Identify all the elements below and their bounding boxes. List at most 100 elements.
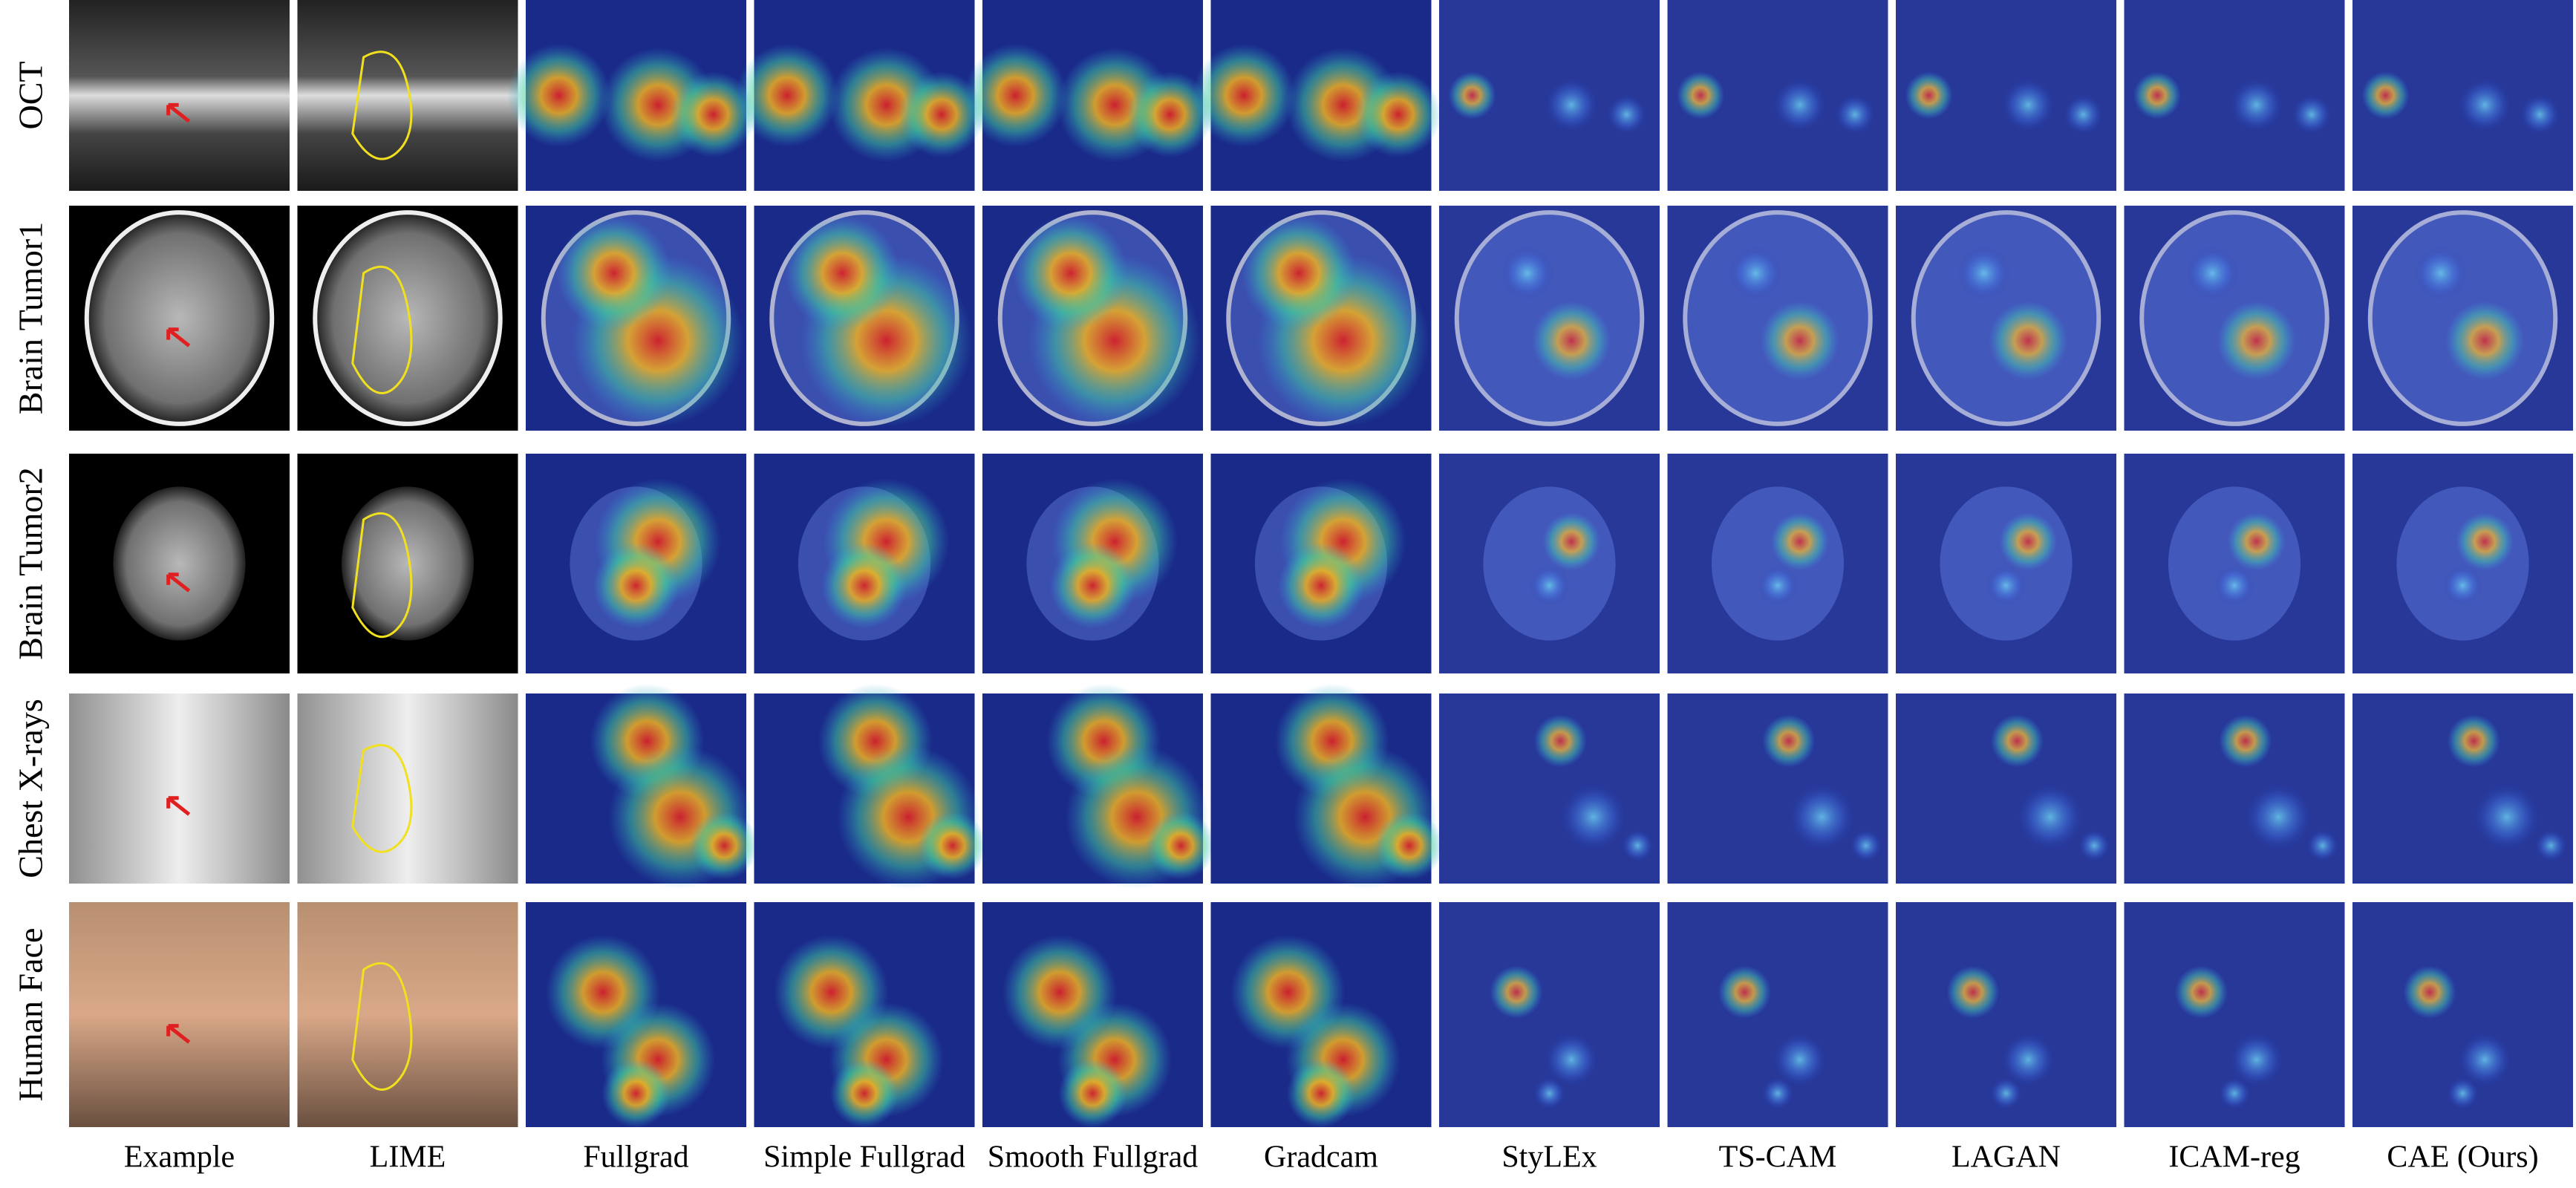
heat-region [1501,247,1554,300]
structure-overlay [2352,206,2573,431]
image-panel [297,206,518,431]
heat-region [1788,783,1855,850]
column-label: Simple Fullgrad [763,1140,965,1175]
heat-region [1126,71,1213,158]
heat-region [1490,965,1543,1019]
structure-overlay [2352,454,2573,673]
structure-overlay [1667,902,1888,1127]
image-panel [69,902,290,1127]
heat-region [2214,565,2254,606]
heat-region [2447,1077,2479,1109]
image-panel [735,0,985,191]
row-label: Chest X-rays [12,699,50,878]
structure-overlay [1439,206,1660,431]
structure-overlay [1667,693,1888,884]
structure-overlay [2124,454,2345,673]
arrow [166,102,191,123]
image-panel [1896,902,2116,1127]
image-panel [2352,693,2573,884]
brain [113,486,246,641]
structure-overlay [2124,206,2345,431]
arrow [166,1024,191,1044]
image-panel [2352,206,2573,431]
image-panel [982,206,1203,431]
image-panel [297,454,518,673]
heat-region [1278,542,1364,629]
heat-region [918,811,988,881]
image-panel [1210,454,1432,673]
image-panel [1667,206,1888,431]
image-panel [69,0,290,191]
structure-overlay [1896,206,2116,431]
brain [341,486,475,641]
column-label: Fullgrad [583,1140,688,1175]
heat-region [1355,71,1441,158]
heat-region [1986,565,2026,606]
heat-region [1946,965,2000,1019]
structure-overlay [1896,454,2116,673]
heat-region [1533,714,1587,768]
heat-region [1729,247,1782,300]
heat-region [2534,829,2567,862]
structure-overlay [1439,693,1660,884]
heat-region [964,44,1068,147]
image-panel [1896,206,2116,431]
heat-region [1375,811,1444,881]
structure-overlay [2352,902,2573,1127]
structure-overlay [2124,0,2345,191]
image-panel [1192,0,1441,191]
image-panel [297,902,518,1127]
column-label: Gradcam [1264,1140,1378,1175]
heat-region [1905,71,1953,120]
heat-region [2445,301,2525,381]
heat-region [1718,965,1772,1019]
brain [84,210,275,426]
heat-region [1773,78,1827,131]
arrow [166,572,191,593]
heat-region [2455,512,2514,571]
lime-contour [351,512,413,639]
heat-region [2078,829,2110,862]
image-panel [507,0,757,191]
heat-region [1760,301,1840,381]
image-panel [754,902,975,1128]
heat-region [2185,247,2239,300]
image-panel [982,902,1203,1128]
image-panel [2352,902,2573,1127]
heat-region [1542,512,1601,571]
image-panel [2124,454,2345,673]
structure-overlay [2352,693,2573,884]
structure-overlay [1896,693,2116,884]
heat-region [1988,301,2068,381]
heat-region [1990,1077,2022,1109]
heat-region [2306,829,2339,862]
lime-contour [351,962,413,1091]
image-panel [1439,0,1660,191]
heat-region [829,1059,899,1128]
heat-region [2442,565,2483,606]
heat-region [1621,829,1654,862]
heat-region [2001,1033,2055,1086]
image-panel [1439,693,1660,884]
heat-region [2361,71,2410,120]
image-panel [754,206,975,431]
heat-region [593,542,679,629]
heat-region [1058,1059,1127,1128]
image-panel [2124,902,2345,1127]
heat-region [556,215,672,331]
image-panel [964,0,1213,191]
image-panel [69,206,290,431]
structure-overlay [2124,693,2345,884]
heat-region [601,1059,671,1128]
heat-region [1957,247,2011,300]
heat-region [1762,714,1816,768]
heat-region [821,542,907,629]
lime-contour [351,265,413,394]
image-panel [2352,454,2573,673]
image-panel [526,683,759,889]
structure-overlay [1667,454,1888,673]
heat-region [2133,71,2182,120]
heat-region [1242,215,1357,331]
column-label: LIME [370,1140,446,1175]
